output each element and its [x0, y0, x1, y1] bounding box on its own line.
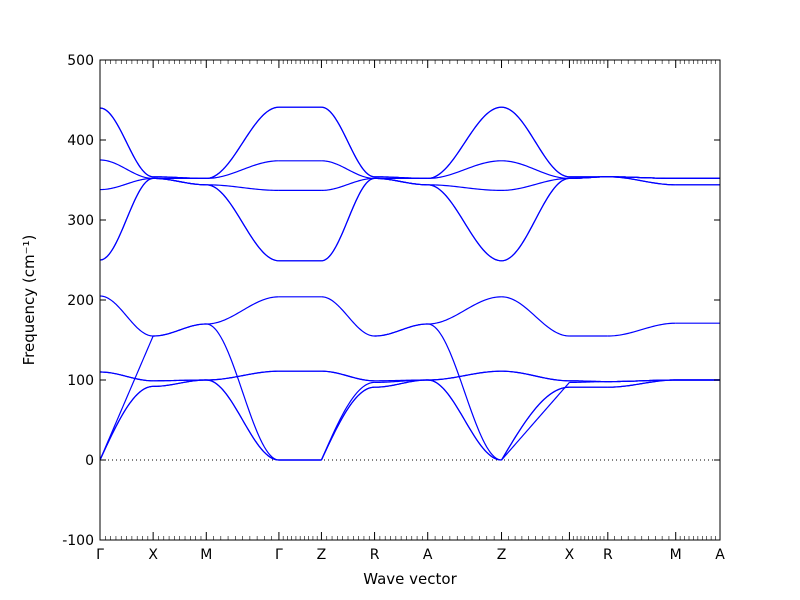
- band-5-11: [374, 176, 428, 179]
- x-tick-label: Z: [497, 547, 507, 563]
- band-9-4: [607, 379, 676, 383]
- x-tick-label: A: [715, 547, 725, 563]
- y-axis-label: Frequency (cm⁻¹): [20, 235, 38, 366]
- band-0-5: [99, 295, 154, 337]
- y-tick-label: 0: [85, 453, 94, 469]
- band-7-11: [501, 106, 570, 178]
- band-6-5: [427, 296, 502, 325]
- band-7-5: [501, 296, 570, 337]
- band-2-9: [206, 160, 279, 179]
- band-7-1: [501, 386, 570, 461]
- band-2-4: [206, 370, 279, 381]
- band-7-2: [501, 382, 570, 461]
- band-6-1: [427, 379, 502, 461]
- band-6-8: [427, 184, 502, 191]
- band-5-8: [374, 177, 428, 186]
- x-tick-label: M: [200, 547, 212, 563]
- axes-border: [99, 59, 721, 541]
- band-4-9: [321, 160, 375, 179]
- band-2-5: [206, 296, 279, 325]
- band-2-1: [206, 379, 279, 461]
- band-7-9: [501, 160, 570, 179]
- band-1-11: [153, 176, 207, 179]
- band-lines: [99, 106, 720, 461]
- band-0-11: [99, 107, 154, 178]
- band-2-7: [206, 184, 279, 262]
- band-0-1: [99, 385, 154, 461]
- band-4-8: [321, 177, 375, 191]
- x-tick-label: X: [148, 547, 158, 563]
- x-tick-label: R: [603, 547, 613, 563]
- band-2-11: [206, 106, 279, 179]
- band-7-4: [501, 370, 570, 382]
- band-1-5: [153, 323, 207, 337]
- band-4-2: [320, 381, 375, 461]
- band-0-2: [99, 335, 154, 461]
- axes-frame: [99, 59, 721, 541]
- band-1-8: [153, 177, 207, 186]
- band-2-2: [206, 323, 279, 461]
- y-tick-label: 500: [67, 53, 94, 69]
- band-5-5: [374, 323, 428, 337]
- band-4-4: [321, 370, 375, 382]
- band-5-3: [374, 379, 428, 382]
- band-0-9: [99, 159, 154, 179]
- band-9-11: [607, 176, 676, 179]
- band-7-7: [501, 177, 570, 262]
- band-6-2: [427, 323, 502, 461]
- band-7-8: [501, 177, 570, 191]
- band-0-7: [99, 177, 154, 261]
- band-6-7: [427, 184, 502, 262]
- x-axis-label: Wave vector: [363, 570, 457, 588]
- x-tick-label: Γ: [96, 547, 104, 563]
- x-tick-label: Γ: [275, 547, 283, 563]
- band-6-11: [427, 106, 502, 179]
- x-tick-label: A: [423, 547, 433, 563]
- y-tick-label: 200: [67, 293, 94, 309]
- band-6-9: [427, 160, 502, 179]
- band-4-1: [320, 386, 375, 461]
- band-4-5: [321, 296, 375, 337]
- band-9-5: [607, 322, 676, 337]
- x-tick-label: R: [370, 547, 380, 563]
- band-0-4: [99, 371, 154, 382]
- band-4-0: [320, 386, 375, 461]
- x-tick-label: X: [565, 547, 575, 563]
- band-0-8: [99, 177, 154, 191]
- x-tick-label: Z: [317, 547, 327, 563]
- band-4-7: [321, 177, 375, 262]
- y-axis-ticks: -100 0 100 200 300 400 500: [62, 53, 720, 549]
- y-tick-label: 100: [67, 373, 94, 389]
- y-tick-label: 300: [67, 213, 94, 229]
- band-1-4: [153, 379, 207, 382]
- band-8-4: [569, 380, 608, 383]
- y-tick-label: 400: [67, 133, 94, 149]
- band-4-11: [321, 106, 375, 178]
- band-6-4: [427, 370, 502, 381]
- x-tick-label: M: [670, 547, 682, 563]
- y-tick-label: -100: [62, 533, 94, 549]
- band-2-8: [206, 184, 279, 191]
